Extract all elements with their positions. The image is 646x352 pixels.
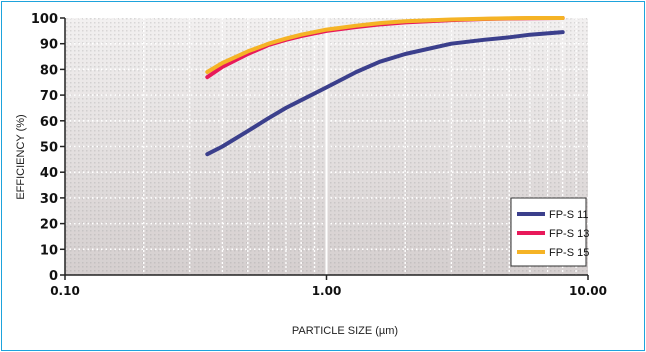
y-tick-label: 60 bbox=[40, 115, 58, 130]
series-layer bbox=[205, 16, 565, 157]
legend-box bbox=[510, 197, 587, 267]
y-tick-label: 40 bbox=[40, 166, 58, 181]
y-tick-label: 100 bbox=[31, 12, 58, 27]
legend-label-1: FP-S 11 bbox=[549, 209, 589, 221]
y-tick-label: 80 bbox=[40, 63, 58, 78]
x-axis-label: PARTICLE SIZE (µm) bbox=[292, 325, 398, 337]
series-line-1 bbox=[205, 30, 565, 157]
x-tick-label: 1.00 bbox=[312, 284, 342, 298]
y-tick-label: 30 bbox=[40, 192, 58, 207]
y-tick-label: 0 bbox=[49, 269, 58, 284]
series-line-3 bbox=[205, 16, 565, 74]
x-tick-label: 0.10 bbox=[50, 284, 80, 298]
y-tick-labels: 0 10 20 30 40 50 60 70 80 90 100 bbox=[31, 12, 58, 284]
axes bbox=[60, 17, 589, 280]
y-tick-label: 50 bbox=[40, 141, 58, 156]
legend: FP-S 11 FP-S 13 FP-S 15 bbox=[510, 197, 589, 267]
y-tick-label: 90 bbox=[40, 38, 58, 53]
y-tick-label: 20 bbox=[40, 218, 58, 233]
y-tick-label: 10 bbox=[40, 243, 58, 258]
x-tick-label: 10.00 bbox=[569, 284, 607, 298]
x-tick-labels: 0.10 1.00 10.00 bbox=[50, 284, 607, 298]
y-axis-label: EFFICIENCY (%) bbox=[15, 114, 27, 199]
y-tick-label: 70 bbox=[40, 89, 58, 104]
legend-label-2: FP-S 13 bbox=[549, 228, 589, 240]
legend-label-3: FP-S 15 bbox=[549, 247, 589, 259]
